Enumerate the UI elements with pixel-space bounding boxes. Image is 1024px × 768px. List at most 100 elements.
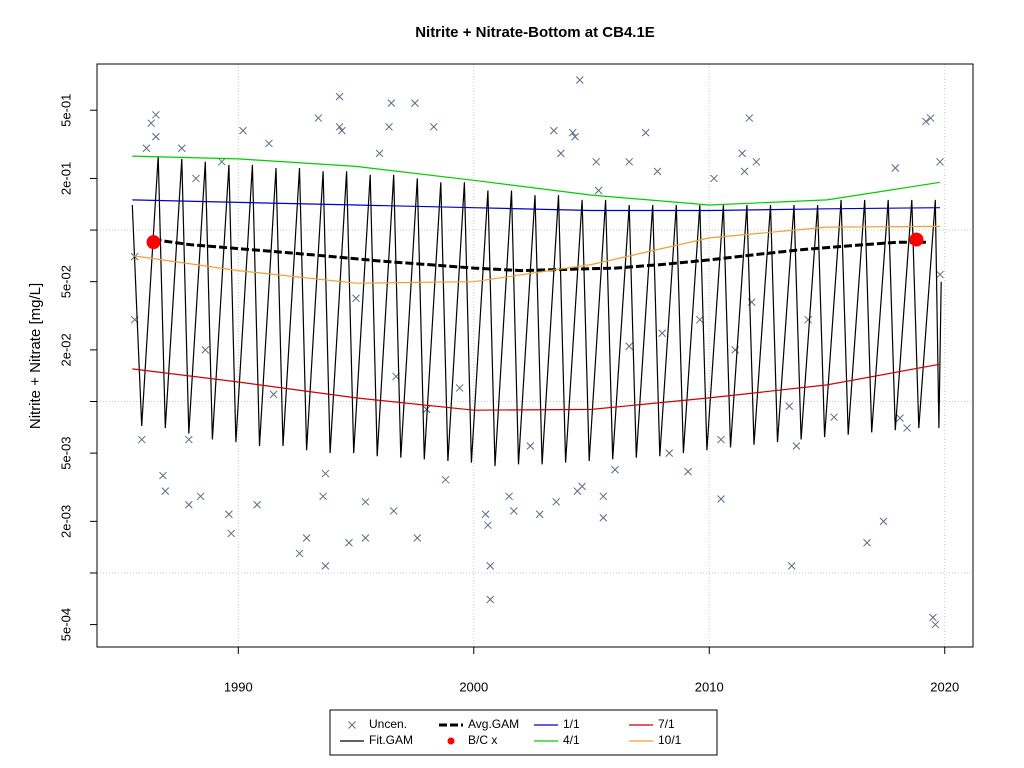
- legend-label: 10/1: [658, 733, 682, 747]
- data-point: [830, 413, 838, 422]
- data-point: [147, 119, 156, 128]
- data-point: [201, 346, 210, 354]
- x-tick-label: 1990: [224, 679, 253, 694]
- data-point: [335, 92, 344, 101]
- y-tick-label: 5e-01: [58, 94, 73, 127]
- data-point: [599, 492, 608, 501]
- y-axis-title: Nitrite + Nitrate [mg/L]: [27, 283, 44, 429]
- series-line: [132, 225, 941, 284]
- legend-symbol: [447, 737, 455, 745]
- bc-point: [146, 235, 161, 250]
- data-point: [903, 424, 911, 432]
- data-point: [455, 384, 464, 392]
- data-point: [535, 510, 544, 519]
- data-point: [302, 534, 311, 542]
- data-point: [321, 562, 330, 570]
- y-tick-label: 5e-03: [58, 436, 73, 469]
- data-point: [740, 167, 749, 176]
- data-point: [152, 110, 160, 119]
- data-point: [922, 117, 930, 126]
- y-tick-label: 5e-04: [58, 608, 73, 641]
- data-point: [931, 620, 940, 629]
- data-point: [338, 126, 346, 135]
- x-tick-label: 2000: [459, 679, 488, 694]
- grid: [97, 64, 973, 647]
- data-point: [738, 149, 747, 158]
- data-point: [710, 174, 718, 183]
- data-point: [137, 435, 146, 444]
- data-point: [665, 449, 674, 457]
- data-point: [505, 492, 513, 501]
- y-tick-label: 2e-03: [58, 505, 73, 538]
- plot-frame: [96, 63, 974, 648]
- data-point: [152, 132, 160, 141]
- data-point: [641, 128, 650, 137]
- data-point: [265, 139, 273, 148]
- data-point: [486, 595, 495, 604]
- data-point: [929, 613, 937, 622]
- data-point: [717, 435, 725, 444]
- data-point: [387, 99, 396, 107]
- data-point: [552, 497, 561, 506]
- data-point: [335, 122, 344, 131]
- data-point: [526, 442, 535, 450]
- data-point: [594, 186, 603, 195]
- data-point: [159, 471, 167, 480]
- data-point: [695, 315, 704, 324]
- data-point: [192, 174, 200, 183]
- data-point: [321, 469, 330, 478]
- legend-label: 1/1: [563, 717, 580, 731]
- data-point: [295, 549, 304, 558]
- data-point: [239, 126, 247, 135]
- legend-label: Uncen.: [369, 717, 407, 731]
- data-point: [599, 513, 608, 522]
- data-point: [411, 99, 419, 107]
- data-point: [481, 510, 490, 519]
- legend: Uncen. Fit.GAM Avg.GAM B/C x 1/1 4/1 7/1 10/1: [340, 717, 682, 747]
- data-point: [625, 157, 634, 166]
- data-point: [804, 315, 813, 324]
- legend-label: Avg.GAM: [468, 717, 519, 731]
- data-point: [592, 157, 601, 166]
- data-point: [787, 562, 796, 570]
- data-point: [549, 126, 558, 135]
- data-point: [653, 167, 662, 176]
- data-point: [177, 144, 186, 153]
- data-point: [611, 465, 619, 474]
- data-point: [429, 122, 438, 131]
- data-point: [571, 132, 579, 141]
- data-point: [486, 562, 495, 570]
- x-tick-label: 2010: [695, 679, 724, 694]
- data-point: [863, 538, 871, 547]
- data-point: [184, 500, 193, 509]
- data-point: [509, 507, 518, 515]
- legend-label: B/C x: [468, 733, 497, 747]
- data-point: [361, 534, 370, 542]
- data-point: [389, 507, 398, 515]
- data-point: [227, 529, 236, 538]
- legend-label: Fit.GAM: [369, 733, 413, 747]
- data-point: [161, 487, 170, 496]
- chart-title: Nitrite + Nitrate-Bottom at CB4.1E: [415, 24, 655, 41]
- y-tick-label: 2e-02: [58, 333, 73, 366]
- data-point: [625, 342, 634, 351]
- legend-label: 4/1: [563, 733, 580, 747]
- plot-area: [130, 76, 944, 629]
- data-point: [896, 414, 904, 422]
- legend-label: 7/1: [658, 717, 675, 731]
- y-tick-label: 5e-02: [58, 265, 73, 298]
- data-point: [684, 467, 692, 476]
- data-point: [484, 521, 492, 530]
- data-point: [717, 495, 725, 503]
- axes: 1990 2000 2010 2020 5e-01 2e-01 5e-02 2e-02 5e-0…: [58, 94, 959, 695]
- data-point: [792, 442, 801, 450]
- data-point: [253, 500, 261, 509]
- data-point: [568, 128, 577, 137]
- bc-point: [909, 232, 924, 247]
- data-point: [413, 534, 422, 542]
- legend-box: [329, 709, 718, 756]
- data-point: [745, 114, 754, 122]
- data-point: [217, 157, 226, 166]
